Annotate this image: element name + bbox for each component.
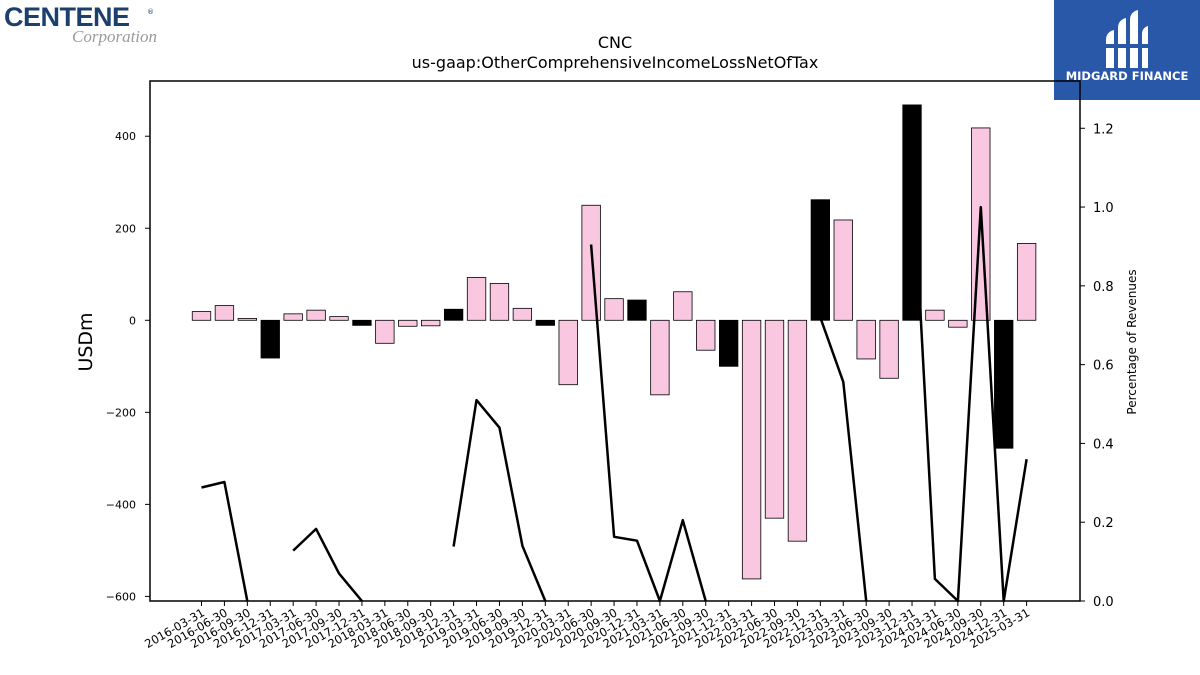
bar-2016-06-30	[214, 305, 235, 321]
y-tick-label: −600	[106, 590, 136, 603]
pct-revenue-line-segment-6	[910, 155, 1028, 603]
y-axis-label: USDm	[75, 312, 97, 371]
bar-2020-12-31	[627, 299, 647, 321]
pct-revenue-line-segment-1	[201, 480, 249, 602]
pct-revenue-line-segment-2	[292, 527, 363, 602]
bar-2019-12-31	[535, 319, 555, 326]
midgard-emblem-icon	[1104, 10, 1150, 68]
centene-logo-sub: Corporation	[72, 27, 158, 46]
bar-2022-06-30	[764, 319, 785, 519]
bar-2023-03-31	[833, 219, 853, 321]
bar-2020-06-30	[581, 204, 601, 321]
bar-2017-09-30	[329, 316, 349, 321]
y-tick-label: −400	[106, 498, 136, 511]
bar-2020-09-30	[604, 298, 624, 321]
bar-2017-03-31	[283, 313, 303, 321]
bar-2017-06-30	[306, 309, 326, 321]
y-tick-label: 200	[115, 222, 136, 235]
midgard-logo-text: MIDGARD FINANCE	[1065, 69, 1189, 83]
bar-2016-12-31	[260, 319, 280, 359]
y2-tick-label: 0.8	[1093, 280, 1114, 295]
bar-2021-09-30	[696, 319, 716, 351]
midgard-finance-logo: MIDGARD FINANCE	[1054, 0, 1200, 100]
bar-2018-06-30	[398, 319, 418, 327]
bar-2023-06-30	[856, 319, 876, 360]
y2-tick-label: 0.0	[1093, 595, 1114, 610]
bar-2025-03-31	[1016, 243, 1037, 321]
bar-2016-03-31	[191, 311, 212, 321]
bar-2018-12-31	[443, 308, 464, 321]
y2-tick-label: 0.4	[1093, 437, 1114, 452]
pct-revenue-line-segment-4	[589, 244, 707, 603]
bar-2020-03-31	[558, 319, 578, 386]
chart-subtitle: us-gaap:OtherComprehensiveIncomeLossNetO…	[412, 53, 819, 72]
bar-2024-06-30	[948, 319, 968, 328]
bar-2023-09-30	[879, 319, 899, 379]
centene-logo-brand: CENTENE	[4, 2, 130, 32]
centene-logo: CENTENE ® Corporation	[4, 2, 204, 50]
y-tick-label: 400	[115, 130, 136, 143]
bar-2019-03-31	[466, 277, 487, 321]
y-tick-label: −200	[106, 406, 136, 419]
bar-2018-09-30	[421, 319, 441, 327]
bar-2018-03-31	[375, 319, 395, 344]
bar-2024-03-31	[925, 309, 945, 321]
bar-2022-09-30	[787, 319, 808, 542]
bar-2017-12-31	[352, 319, 372, 326]
bar-2022-12-31	[810, 199, 830, 321]
bar-2021-12-31	[719, 319, 739, 367]
bar-2023-12-31	[902, 104, 922, 321]
chart-title: CNC	[598, 33, 632, 52]
bar-2016-09-30	[237, 318, 257, 321]
y2-tick-label: 0.2	[1093, 516, 1114, 531]
bar-2019-06-30	[489, 283, 510, 321]
pct-revenue-line-segment-3	[452, 398, 547, 602]
y2-tick-label: 1.2	[1093, 122, 1114, 137]
bar-2022-03-31	[741, 319, 762, 580]
pct-revenue-line-segment-5	[819, 316, 868, 602]
y2-tick-label: 0.6	[1093, 359, 1114, 374]
bar-2019-09-30	[512, 307, 533, 321]
plot-frame	[149, 80, 1081, 602]
bar-2024-12-31	[994, 319, 1014, 449]
bar-2021-06-30	[673, 291, 693, 321]
y2-axis-label: Percentage of Revenues	[1125, 269, 1139, 414]
registered-mark-icon: ®	[147, 8, 154, 16]
y2-tick-label: 1.0	[1093, 201, 1114, 216]
y-tick-label: 0	[129, 314, 136, 327]
bar-2021-03-31	[650, 319, 670, 396]
